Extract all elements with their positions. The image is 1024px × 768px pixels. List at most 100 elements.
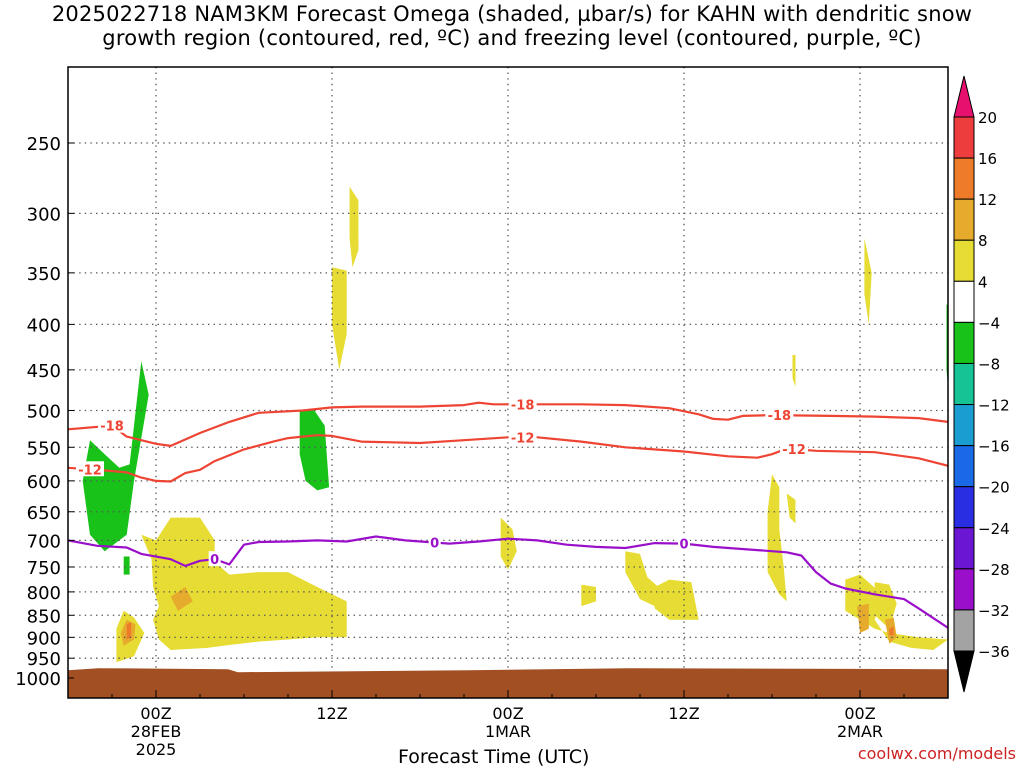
y-tick-label: 500 — [27, 402, 61, 423]
y-tick-label: 350 — [27, 264, 61, 285]
omega-region-15 — [864, 238, 872, 325]
colorbar-label: 12 — [978, 191, 997, 209]
contour-label-bg — [780, 441, 808, 457]
y-tick-label: 550 — [27, 438, 61, 459]
colorbar-label: −20 — [978, 479, 1010, 497]
colorbar-box — [953, 362, 975, 406]
omega-region-22 — [126, 622, 132, 640]
y-tick-label: 250 — [27, 134, 61, 155]
colorbar-box — [953, 404, 975, 447]
colorbar-box — [953, 116, 975, 159]
colorbar-label: −28 — [978, 561, 1010, 579]
y-tick-label: 850 — [27, 606, 61, 627]
omega-region-23 — [889, 626, 894, 636]
omega-region-19 — [170, 587, 193, 611]
surface-fill — [68, 668, 948, 698]
colorbar-box — [953, 609, 975, 652]
colorbar-top-arrow — [953, 75, 975, 118]
contour-label-bg — [76, 461, 104, 477]
omega-region-4 — [141, 517, 347, 650]
colorbar-box — [953, 280, 975, 323]
y-tick-label: 700 — [27, 531, 61, 552]
omega-region-9 — [581, 584, 596, 607]
contour-label: -18 — [768, 409, 792, 424]
contour-label-bg — [765, 407, 794, 423]
colorbar-label: −8 — [978, 355, 1000, 373]
colorbar-bottom-arrow — [953, 650, 975, 693]
y-tick-label: 650 — [27, 503, 61, 524]
omega-region-7 — [349, 186, 359, 268]
chart-title-line2: growth region (contoured, red, ºC) and f… — [102, 26, 922, 50]
colorbar-box — [953, 198, 975, 241]
contour-label: -12 — [782, 443, 806, 458]
contour-label: -18 — [511, 398, 535, 413]
y-tick-label: 1000 — [15, 669, 61, 690]
x-tick-year: 2025 — [136, 740, 177, 759]
contour-label: -12 — [78, 463, 102, 478]
surface-terrain — [68, 668, 948, 698]
contour-line-0 — [68, 401, 948, 447]
colorbar-box — [953, 486, 975, 529]
colorbar-label: −16 — [978, 438, 1010, 456]
pressure-axis: 2503003504004505005506006507007508008509… — [15, 134, 74, 690]
credit-link[interactable]: coolwx.com/models — [857, 744, 1016, 763]
omega-region-1 — [123, 556, 130, 575]
omega-region-14 — [792, 355, 796, 387]
y-tick-label: 950 — [27, 649, 61, 670]
x-tick-label: 12Z — [316, 704, 347, 723]
omega-region-13 — [786, 493, 796, 524]
omega-region-0 — [82, 361, 149, 552]
colorbar-box — [953, 239, 975, 282]
y-tick-label: 600 — [27, 472, 61, 493]
y-tick-label: 300 — [27, 204, 61, 225]
colorbar-label: −32 — [978, 602, 1010, 620]
y-tick-label: 450 — [27, 361, 61, 382]
y-tick-label: 750 — [27, 558, 61, 579]
contour-line-2 — [68, 535, 948, 629]
x-tick-label: 00Z — [140, 704, 171, 723]
colorbar-label: −4 — [978, 314, 1000, 332]
contour-label-bg — [98, 417, 126, 433]
colorbar-label: 20 — [978, 109, 997, 127]
y-tick-label: 400 — [27, 315, 61, 336]
colorbar-box — [953, 157, 975, 200]
colorbar-box — [953, 321, 975, 364]
x-tick-label: 00Z — [844, 704, 875, 723]
contour-label-bg — [428, 534, 441, 550]
colorbar-label: 16 — [978, 150, 997, 168]
contour-lines: -18 -18 -18 -12 -12 -12 0 0 0 — [68, 396, 948, 629]
omega-region-6 — [332, 267, 347, 370]
grid-lines — [68, 67, 948, 669]
contour-label-bg — [208, 551, 221, 567]
contour-label: 0 — [210, 553, 219, 568]
omega-region-8 — [500, 517, 517, 570]
colorbar: 20 16 12 8 4 −4 −8 −12 −16 −20 −24 −28 −32 −36 — [953, 75, 1010, 693]
colorbar-label: 4 — [978, 273, 988, 291]
contour-label-bg — [508, 429, 537, 445]
omega-region-12 — [767, 474, 787, 602]
colorbar-label: −12 — [978, 397, 1010, 415]
omega-region-11 — [654, 579, 699, 620]
y-tick-label: 800 — [27, 583, 61, 604]
colorbar-box — [953, 527, 975, 570]
contour-label: 0 — [679, 538, 688, 553]
colorbar-box — [953, 445, 975, 488]
contour-label: -18 — [100, 420, 124, 435]
colorbar-label: 8 — [978, 232, 988, 250]
x-tick-date: 28FEB — [131, 722, 182, 741]
contour-label-bg — [508, 396, 537, 412]
chart-title-line1: 2025022718 NAM3KM Forecast Omega (shaded… — [51, 2, 973, 26]
colorbar-label: −24 — [978, 520, 1010, 538]
omega-region-20 — [857, 603, 869, 633]
contour-label-bg — [678, 535, 690, 551]
x-tick-label: 12Z — [668, 704, 699, 723]
x-tick-date: 2MAR — [837, 722, 883, 741]
colorbar-label: −36 — [978, 643, 1010, 661]
omega-region-17 — [874, 582, 897, 629]
omega-region-2 — [299, 410, 330, 491]
colorbar-box — [953, 568, 975, 611]
y-tick-label: 900 — [27, 628, 61, 649]
omega-shading — [82, 186, 948, 663]
